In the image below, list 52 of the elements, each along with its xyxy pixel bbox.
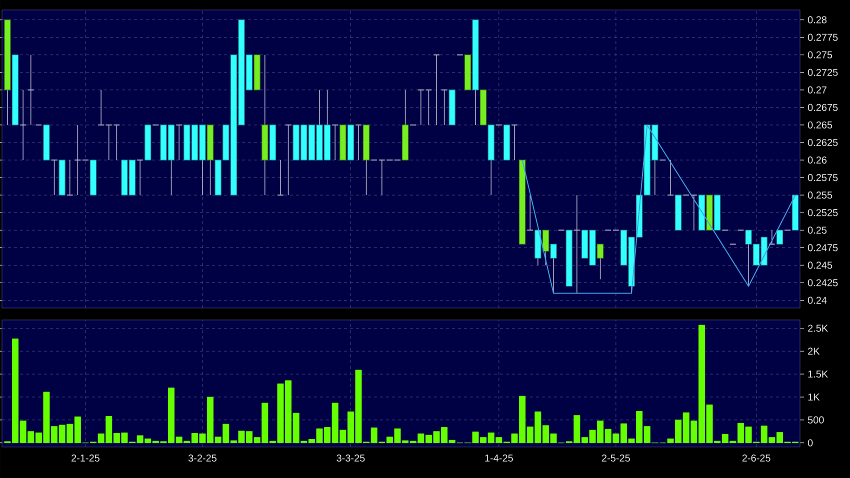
y-tick-label: 1K <box>808 394 820 400</box>
candlestick <box>332 124 339 160</box>
x-tick-label: 2-6-25 <box>742 454 770 462</box>
y-tick-label: 0.245 <box>808 262 832 269</box>
x-tick-label: 2-5-25 <box>602 454 630 462</box>
y-tick-label: 1.5K <box>808 370 828 378</box>
candlestick <box>176 124 183 160</box>
y-tick-label: 0.2625 <box>808 138 838 146</box>
y-tick-label: 0 <box>808 439 813 446</box>
candlestick <box>573 194 580 294</box>
candlestick <box>355 124 362 160</box>
x-tick-label: 3-3-25 <box>336 454 365 462</box>
candlestick <box>511 124 518 160</box>
x-tick-label: 1-4-25 <box>485 454 513 462</box>
candlestick <box>66 160 74 196</box>
candlestick <box>136 160 144 196</box>
candlestick <box>440 89 448 126</box>
candlestick <box>667 160 674 196</box>
candlestick <box>20 90 27 160</box>
y-tick-label: 0.265 <box>808 121 832 129</box>
y-tick-label: 0.275 <box>808 51 832 58</box>
line-series <box>522 124 796 294</box>
y-tick-label: 0.2475 <box>808 244 838 252</box>
y-tick-label: 0.2575 <box>808 174 838 182</box>
y-tick-label: 0.2425 <box>808 279 838 286</box>
y-tick-label: 0.27 <box>808 86 826 94</box>
x-tick-label: 2-1-25 <box>72 454 100 462</box>
candlestick <box>277 160 284 196</box>
candlestick <box>526 194 534 231</box>
candlestick <box>50 160 58 196</box>
candlestick <box>284 124 292 196</box>
x-tick-label: 3-2-25 <box>188 454 217 462</box>
y-tick-label: 0.2525 <box>808 209 838 216</box>
y-tick-label: 0.28 <box>808 16 827 24</box>
candlestick <box>542 230 549 266</box>
y-tick-label: 2K <box>808 348 820 355</box>
y-tick-label: 500 <box>808 416 824 424</box>
candlestick <box>27 54 34 126</box>
candlestick <box>98 90 105 126</box>
candlestick <box>550 244 557 294</box>
y-tick-label: 0.255 <box>808 192 832 199</box>
y-tick-label: 0.2775 <box>808 34 838 41</box>
y-tick-label: 0.25 <box>808 226 827 234</box>
y-tick-label: 0.26 <box>808 156 827 164</box>
candlestick <box>776 230 783 244</box>
candlestick <box>433 54 440 126</box>
y-tick-label: 2.5K <box>808 324 828 332</box>
candlestick <box>597 244 604 280</box>
candlestick <box>74 124 82 196</box>
y-tick-label: 0.2675 <box>808 104 838 111</box>
y-tick-label: 0.2725 <box>808 68 838 76</box>
y-tick-label: 0.24 <box>808 296 827 304</box>
